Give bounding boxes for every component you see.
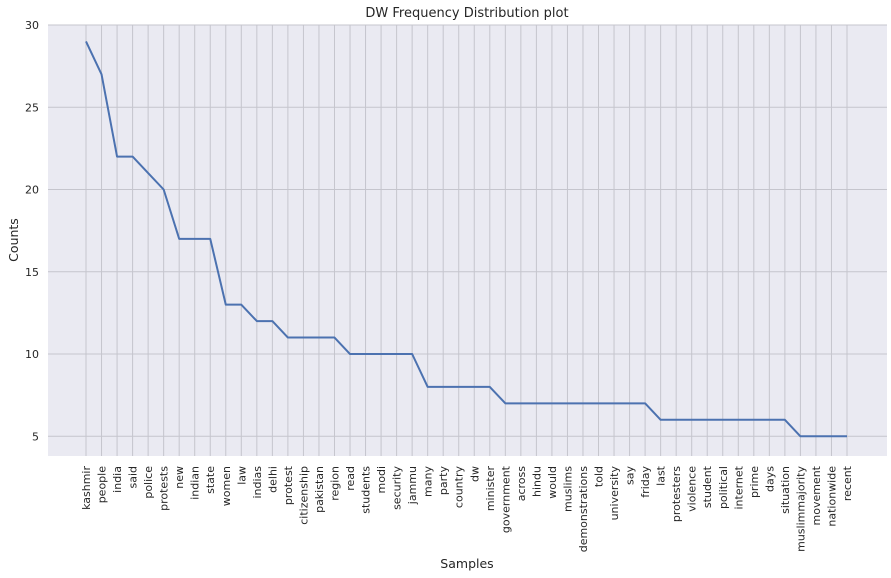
x-tick-label: student [701, 465, 714, 508]
x-tick-label: protest [282, 465, 295, 505]
x-tick-label: said [127, 466, 140, 489]
y-tick-label: 10 [25, 348, 39, 361]
x-axis-label: Samples [440, 556, 493, 571]
x-tick-label: prime [748, 466, 761, 498]
x-tick-label: police [142, 466, 155, 499]
x-tick-label: friday [639, 466, 652, 498]
plot-background [48, 25, 887, 456]
x-tick-label: told [593, 466, 606, 487]
x-tick-label: dw [468, 466, 481, 482]
x-tick-label: party [437, 466, 450, 496]
x-tick-label: new [173, 466, 186, 489]
x-tick-label: country [453, 466, 466, 509]
x-tick-label: movement [810, 465, 823, 525]
x-tick-label: situation [779, 466, 792, 514]
x-gridlines [85, 25, 848, 456]
x-tick-label: modi [375, 466, 388, 493]
x-tick-label: political [717, 466, 730, 509]
x-tick-label: india [111, 466, 124, 493]
chart-title: DW Frequency Distribution plot [365, 6, 568, 21]
x-tick-label: indias [251, 466, 264, 499]
x-tick-label: read [344, 466, 357, 491]
x-tick-label: recent [841, 465, 854, 501]
x-tick-label: protests [158, 466, 171, 511]
y-tick-label: 15 [25, 266, 39, 279]
x-tick-label: internet [732, 465, 745, 509]
y-tick-labels: 5 10 15 20 25 30 [25, 19, 39, 443]
x-tick-label: would [546, 466, 559, 499]
x-tick-label: say [624, 466, 637, 485]
y-tick-label: 5 [32, 430, 39, 443]
x-tick-label: protesters [670, 466, 683, 522]
x-tick-label: muslims [561, 466, 574, 512]
x-tick-label: kashmir [80, 466, 93, 510]
x-tick-label: people [96, 466, 109, 504]
x-tick-label: state [204, 466, 217, 494]
x-tick-label: jammu [406, 466, 419, 505]
x-tick-label: security [391, 466, 404, 510]
x-tick-label: pakistan [313, 466, 326, 513]
x-tick-label: days [763, 466, 776, 492]
y-tick-label: 20 [25, 184, 39, 197]
x-tick-label: delhi [266, 466, 279, 493]
x-tick-label: university [608, 466, 621, 521]
x-tick-label: demonstrations [577, 466, 590, 553]
x-tick-label: many [422, 466, 435, 497]
x-tick-label: nationwide [825, 466, 838, 527]
y-gridlines [48, 24, 887, 437]
x-tick-label: women [220, 466, 233, 506]
x-tick-label: violence [686, 466, 699, 512]
x-tick-labels: kashmir people india said police protests new i… [80, 465, 854, 552]
x-tick-label: region [328, 466, 341, 501]
y-tick-label: 25 [25, 101, 39, 114]
frequency-line [85, 41, 847, 438]
x-tick-label: hindu [530, 466, 543, 497]
x-tick-label: minister [484, 466, 497, 512]
x-tick-label: across [515, 466, 528, 502]
y-axis-label: Counts [6, 218, 21, 262]
x-tick-label: indian [189, 466, 202, 500]
x-tick-label: students [360, 466, 373, 514]
y-tick-label: 30 [25, 19, 39, 32]
x-tick-label: law [235, 466, 248, 485]
x-tick-label: last [655, 465, 668, 486]
x-tick-label: muslimmajority [794, 466, 807, 552]
x-tick-label: citizenship [297, 466, 310, 525]
x-tick-label: government [499, 465, 512, 533]
